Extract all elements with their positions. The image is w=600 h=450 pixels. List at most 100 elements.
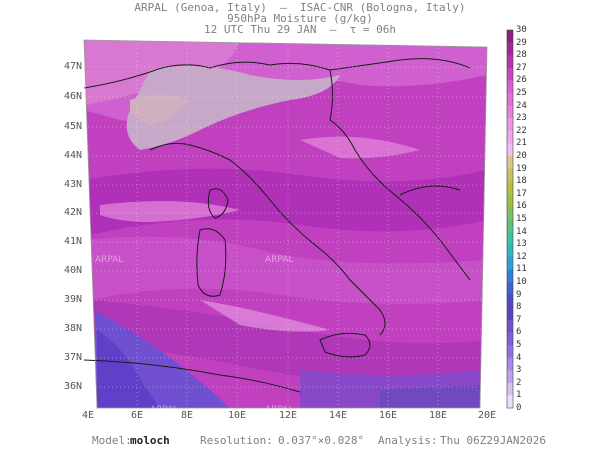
coastlines: [83, 58, 471, 393]
colorbar-swatch: [507, 93, 513, 106]
colorbar-label: 10: [516, 277, 527, 287]
lat-label: 38N: [63, 323, 82, 334]
colorbar-label: 26: [516, 75, 527, 86]
colorbar-label: 15: [516, 214, 527, 224]
colorbar-label: 17: [516, 188, 527, 199]
colorbar-swatch: [507, 282, 513, 295]
colorbar-swatch: [507, 55, 513, 69]
colorbar-swatch: [507, 168, 513, 182]
lat-label: 43N: [63, 179, 82, 190]
colorbar-swatch: [507, 294, 513, 308]
colorbar-label: 30: [516, 25, 527, 35]
colorbar-swatch: [507, 231, 513, 245]
colorbar-label: 4: [516, 352, 522, 363]
lat-label: 39N: [63, 294, 82, 305]
colorbar-label: 2: [516, 377, 522, 388]
lon-label: 18E: [428, 410, 448, 421]
watermarks: ARPAL ARPAL ARPAL ARPAL: [95, 255, 293, 415]
colorbar-label: 18: [516, 176, 527, 187]
colorbar-label: 23: [516, 113, 527, 124]
colorbar-swatch: [507, 118, 513, 132]
colorbar-swatch: [507, 319, 513, 333]
lat-label: 42N: [63, 207, 82, 218]
colorbar-label: 3: [516, 365, 522, 376]
colorbar-swatch: [507, 345, 513, 358]
colorbar-swatch: [507, 244, 513, 258]
lat-label: 36N: [63, 381, 82, 392]
colorbar-swatch: [507, 382, 513, 396]
watermark: ARPAL: [150, 405, 178, 415]
colorbar-swatch: [507, 395, 513, 409]
watermark: ARPAL: [95, 255, 123, 265]
watermark: ARPAL: [265, 255, 293, 265]
colorbar-swatch: [507, 256, 513, 270]
colorbar-swatch: [507, 67, 513, 81]
lat-label: 40N: [63, 265, 82, 276]
colorbar-label: 5: [516, 340, 522, 350]
colorbar-swatch: [507, 219, 513, 232]
lon-label: 12E: [278, 410, 298, 421]
analysis-label: Analysis:: [378, 434, 438, 447]
colorbar-label: 20: [516, 151, 527, 161]
colorbar-swatch: [507, 370, 513, 384]
model-label: Model:: [92, 434, 132, 447]
colorbar-swatch: [507, 357, 513, 371]
colorbar-swatch: [507, 143, 513, 157]
colorbar-label: 29: [516, 37, 527, 48]
colorbar-label: 19: [516, 163, 527, 174]
lat-label: 46N: [63, 91, 82, 102]
resolution-label: Resolution:: [200, 434, 273, 447]
colorbar-label: 14: [516, 226, 527, 237]
colorbar-swatch: [507, 105, 513, 119]
header-variable: 950hPa Moisture (g/kg): [227, 12, 373, 25]
lat-label: 41N: [63, 236, 82, 247]
colorbar-swatch: [507, 181, 513, 195]
lat-label: 45N: [63, 121, 82, 132]
colorbar: [506, 29, 514, 409]
lat-label: 47N: [63, 61, 82, 72]
header-time: 12 UTC Thu 29 JAN — τ = 06h: [203, 23, 397, 36]
header-title: ARPAL (Genoa, Italy) — ISAC-CNR (Bologna…: [134, 1, 466, 14]
colorbar-label: 7: [516, 314, 522, 325]
colorbar-label: 24: [516, 100, 527, 111]
colorbar-label: 25: [516, 88, 527, 98]
lon-label: 6E: [130, 410, 144, 421]
colorbar-swatch: [507, 156, 513, 169]
colorbar-label: 6: [516, 327, 522, 338]
colorbar-swatch: [507, 206, 513, 220]
graticule: [84, 40, 487, 408]
lon-label: 16E: [378, 410, 398, 421]
watermark: ARPAL: [265, 405, 293, 415]
lon-label: 8E: [180, 410, 194, 421]
moisture-field: [84, 40, 487, 408]
colorbar-swatch: [507, 42, 513, 56]
lon-label: 4E: [81, 410, 95, 421]
colorbar-swatch: [507, 332, 513, 346]
colorbar-label: 16: [516, 201, 527, 212]
colorbar-swatch: [507, 130, 513, 144]
colorbar-swatch: [507, 80, 513, 94]
colorbar-label: 8: [516, 302, 522, 313]
colorbar-label: 28: [516, 50, 527, 61]
colorbar-label: 21: [516, 138, 527, 149]
analysis-value: Thu 06Z29JAN2026: [440, 434, 546, 447]
colorbar-swatch: [507, 269, 513, 283]
model-value: moloch: [130, 434, 170, 447]
colorbar-swatch: [507, 193, 513, 207]
colorbar-swatch: [507, 307, 513, 321]
colorbar-label: 12: [516, 251, 527, 262]
colorbar-label: 0: [516, 403, 522, 413]
colorbar-label: 13: [516, 239, 527, 250]
lat-label: 44N: [63, 150, 82, 161]
colorbar-swatch: [507, 30, 513, 43]
lon-label: 10E: [227, 410, 247, 421]
resolution-value: 0.037°×0.028°: [278, 434, 365, 447]
colorbar-label: 27: [516, 62, 527, 73]
lon-label: 20E: [477, 410, 497, 421]
colorbar-label: 22: [516, 125, 527, 136]
colorbar-label: 11: [516, 264, 527, 275]
colorbar-label: 1: [516, 390, 522, 401]
lon-label: 14E: [328, 410, 348, 421]
colorbar-label: 9: [516, 289, 522, 300]
